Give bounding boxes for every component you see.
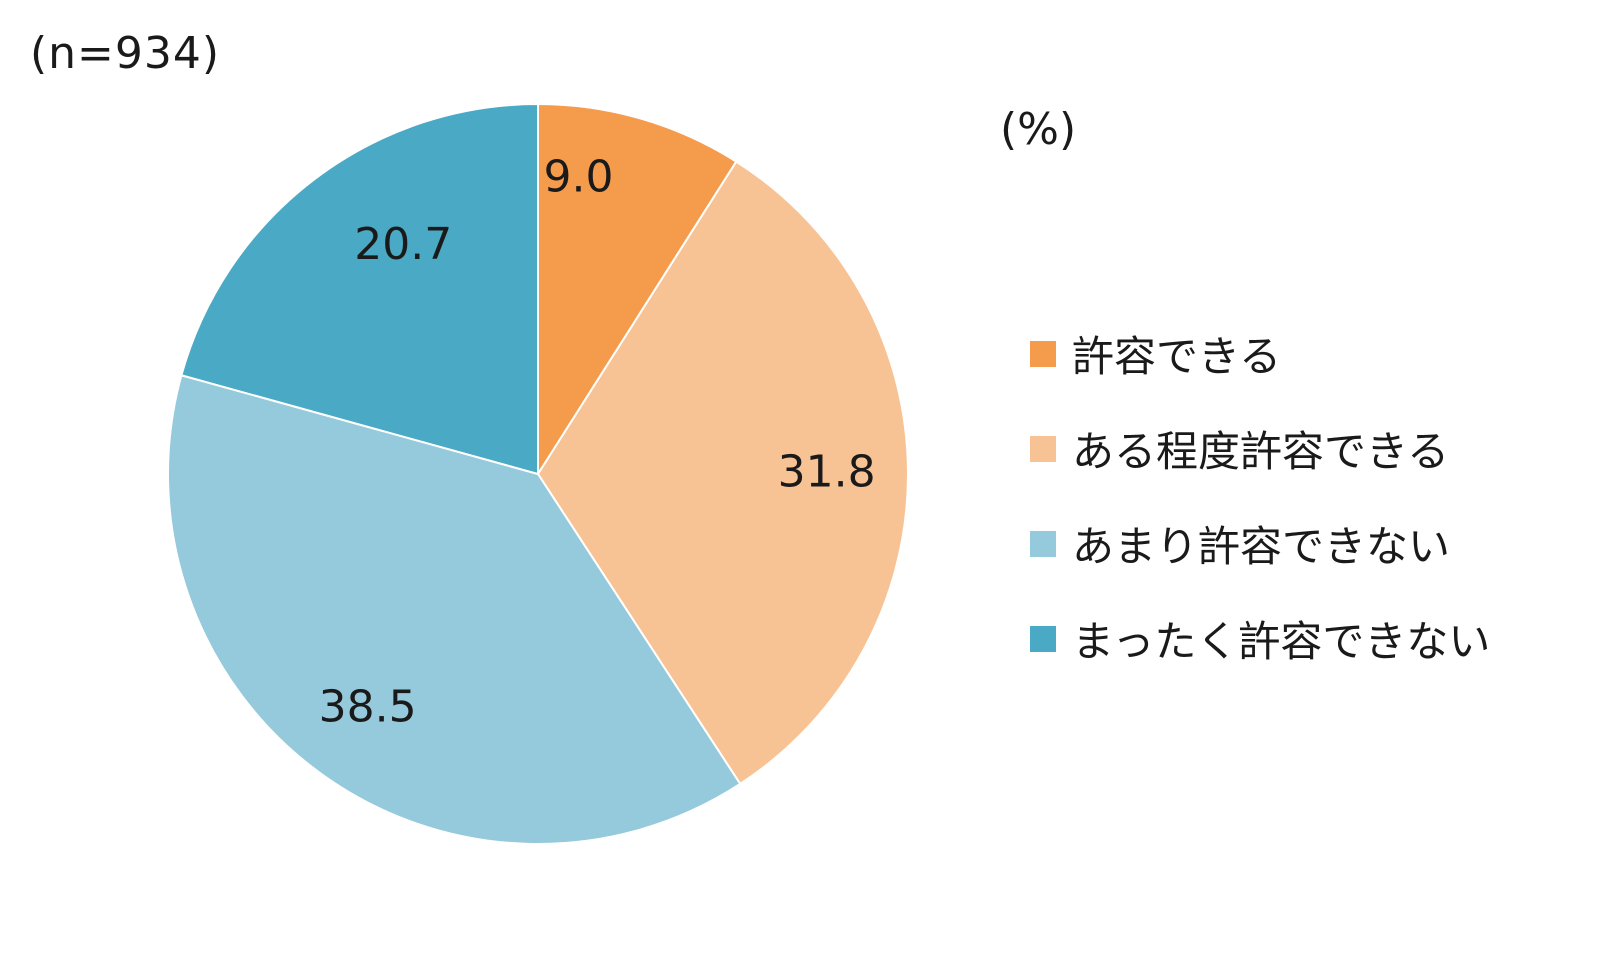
legend-label: あまり許容できない — [1072, 522, 1451, 571]
legend-item-not-very-allowable: あまり許容できない — [1030, 496, 1490, 591]
slice-allowable — [537, 102, 738, 478]
slice-label-somewhat-allowable: 31.8 — [778, 447, 876, 498]
slice-label-not-very-allowable: 38.5 — [319, 681, 417, 732]
legend-swatch — [1030, 530, 1056, 557]
slice-not-allowable — [180, 102, 539, 476]
legend-swatch — [1030, 435, 1056, 462]
legend-label: ある程度許容できる — [1072, 427, 1450, 476]
legend-label: まったく許容できない — [1072, 617, 1491, 666]
legend-item-allowable: 許容できる — [1030, 306, 1490, 401]
legend-label: 許容できる — [1072, 332, 1282, 381]
sample-size-note: (n=934) — [30, 28, 221, 79]
pie-value-labels: 9.0 31.8 38.5 20.7 — [319, 151, 876, 732]
legend-item-somewhat-allowable: ある程度許容できる — [1030, 401, 1490, 496]
unit-note: (%) — [1000, 104, 1077, 155]
legend-item-not-allowable: まったく許容できない — [1030, 591, 1490, 686]
slice-label-not-allowable: 20.7 — [354, 219, 452, 270]
pie-slices — [167, 102, 909, 845]
slice-somewhat-allowable — [536, 160, 909, 786]
slice-label-allowable: 9.0 — [544, 151, 614, 202]
slice-not-very-allowable — [167, 374, 742, 845]
legend-swatch — [1030, 340, 1056, 367]
legend: 許容できるある程度許容できる あまり許容できない まったく許容できない — [1030, 306, 1490, 686]
legend-swatch — [1030, 625, 1056, 652]
